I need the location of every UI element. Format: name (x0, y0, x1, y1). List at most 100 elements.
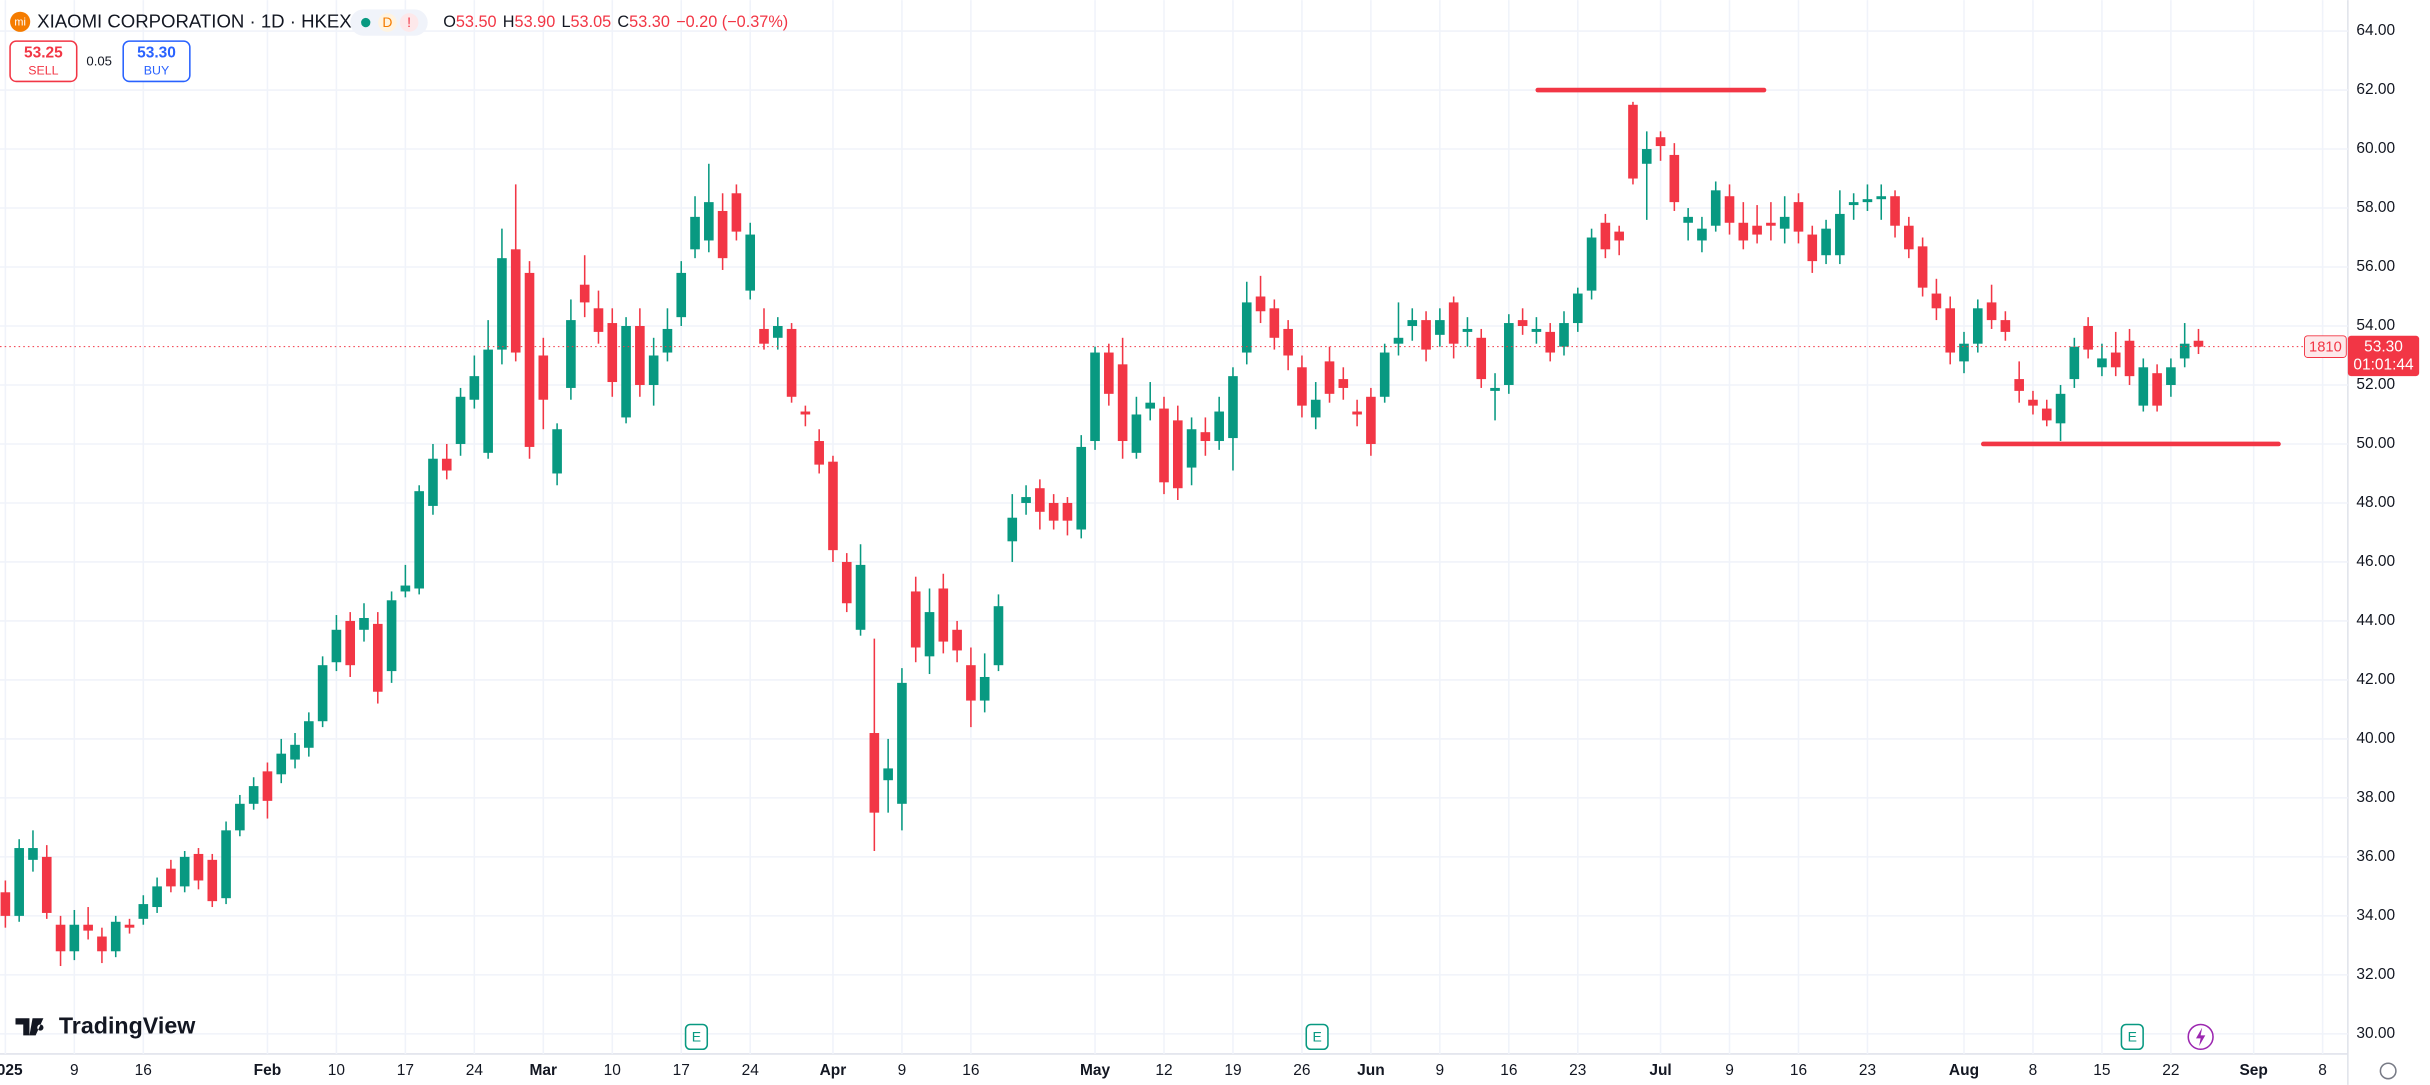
countdown: 01:01:44 (2353, 356, 2414, 373)
candle-body (1255, 296, 1266, 312)
candle-body (1145, 402, 1156, 409)
settings-icon[interactable] (2379, 1062, 2397, 1080)
candle-body (1062, 502, 1073, 521)
candle-body (1228, 376, 1238, 439)
y-tick-label: 56.00 (2356, 258, 2395, 275)
candle-body (2083, 325, 2093, 350)
x-tick-label: 23 (1859, 1062, 1876, 1079)
x-tick-label: 10 (604, 1062, 621, 1079)
candle-body (1766, 222, 1776, 226)
candle-body (704, 202, 714, 241)
brand-name[interactable]: TradingView (59, 1013, 196, 1039)
earnings-marker[interactable] (1305, 1023, 1329, 1051)
candle-body (1490, 387, 1500, 391)
candle-body (1007, 517, 1018, 542)
x-tick-label: Jul (1649, 1062, 1671, 1079)
candle-body (1117, 364, 1128, 442)
ohlc-label: C (617, 13, 629, 31)
candle-body (938, 588, 949, 642)
y-tick-label: 44.00 (2356, 612, 2395, 629)
candle-body (2138, 367, 2149, 406)
last-price-label: 53.30 (2364, 339, 2403, 356)
candle-body (1200, 432, 1211, 442)
candle-body (124, 924, 135, 928)
sell-label: SELL (28, 64, 58, 78)
candle-body (1476, 337, 1487, 380)
candle-body (524, 272, 535, 447)
candle-body (1683, 216, 1693, 223)
ohlc-value: 53.50 (456, 13, 497, 31)
candle-body (814, 441, 824, 465)
ohlc-label: L (561, 13, 570, 31)
candle-body (1048, 502, 1059, 521)
y-tick-label: 32.00 (2356, 966, 2395, 983)
candle-body (1338, 379, 1349, 388)
candle-body (635, 325, 645, 385)
candle-body (538, 355, 549, 400)
x-tick-label: 26 (1293, 1062, 1310, 1079)
candle-body (372, 623, 383, 692)
candle-body (2041, 408, 2052, 421)
candle-body (1917, 246, 1928, 288)
candle-body (1614, 231, 1624, 241)
x-tick-label: May (1080, 1062, 1111, 1079)
buy-button[interactable] (122, 40, 191, 83)
candle-body (2069, 346, 2080, 380)
candle-body (841, 561, 852, 604)
candle-body (1752, 225, 1762, 235)
x-tick-label: 16 (1500, 1062, 1517, 1079)
delay-badge (378, 13, 397, 32)
x-tick-label: 16 (962, 1062, 979, 1079)
candle-body (1421, 320, 1431, 350)
candle-body (14, 848, 24, 916)
x-tick-label: 9 (1725, 1062, 1734, 1079)
candle-body (386, 600, 397, 672)
x-tick-label: 17 (397, 1062, 414, 1079)
candle-body (28, 848, 38, 860)
earnings-marker[interactable] (2120, 1023, 2144, 1051)
candle-body (97, 936, 107, 952)
candle-body (662, 328, 673, 353)
candle-body (1531, 328, 1542, 332)
candle-body (607, 323, 618, 383)
y-tick-label: 62.00 (2356, 81, 2395, 98)
candle-body (497, 258, 507, 350)
x-tick-label: 9 (70, 1062, 79, 1079)
ohlc-value: 53.05 (571, 13, 612, 31)
candle-body (1793, 202, 1804, 232)
candle-body (428, 458, 438, 506)
candle-body (290, 744, 300, 760)
sell-button[interactable] (9, 40, 78, 83)
x-tick-label: 22 (2162, 1062, 2179, 1079)
candle-body (690, 216, 700, 250)
brand-logo (15, 1018, 44, 1036)
y-tick-label: 46.00 (2356, 553, 2395, 570)
candle-body (304, 721, 314, 748)
x-tick-label: 12 (1155, 1062, 1172, 1079)
candle-body (166, 868, 176, 887)
candle-body (69, 924, 80, 952)
candle-body (1655, 137, 1666, 147)
candle-body (1710, 190, 1721, 226)
earnings-label: E (692, 1028, 701, 1044)
candle-body (745, 234, 756, 291)
x-tick-label: 16 (1790, 1062, 1807, 1079)
candle-body (1835, 213, 1845, 256)
candle-body (552, 429, 562, 474)
candle-body (2097, 358, 2107, 368)
candle-body (469, 376, 480, 400)
earnings-label: E (2128, 1028, 2137, 1044)
candle-body (2014, 379, 2024, 391)
y-tick-label: 36.00 (2356, 848, 2395, 865)
candle-body (1779, 216, 1790, 229)
candle-body (1214, 411, 1224, 442)
candle-body (924, 612, 935, 657)
earnings-marker[interactable] (684, 1023, 709, 1051)
x-tick-label: Mar (530, 1062, 558, 1079)
candle-body (1393, 337, 1404, 344)
symbol-title[interactable]: XIAOMI CORPORATION · 1D · HKEX (37, 10, 352, 31)
candle-body (248, 786, 259, 804)
x-tick-label: 23 (1569, 1062, 1586, 1079)
candle-body (1435, 320, 1445, 335)
